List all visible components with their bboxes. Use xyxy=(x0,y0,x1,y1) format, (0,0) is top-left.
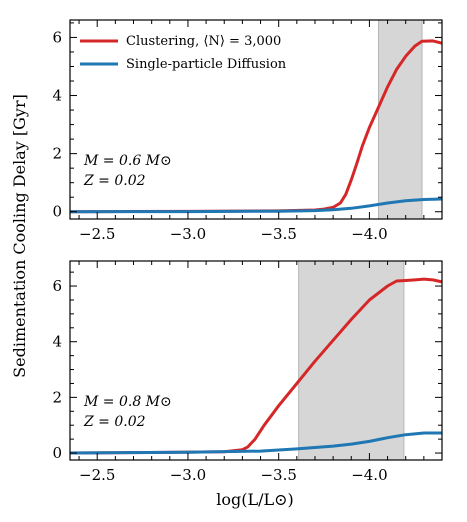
y-tick-label: 0 xyxy=(52,444,62,462)
diffusion-series-line xyxy=(70,197,442,214)
x-tick-label: −2.5 xyxy=(79,225,115,243)
y-tick-label: 4 xyxy=(52,333,62,351)
bottom-panel: −2.5 −3.0 −3.5 −4.0 0 2 4 6 M = 0.8 M⊙ Z = 0.02 xyxy=(52,260,443,484)
plot-frame xyxy=(69,260,443,461)
shaded-region xyxy=(377,19,423,220)
mass-metallicity-annotation: M = 0.6 M⊙ xyxy=(83,153,172,169)
top-panel: −2.5 −3.0 −3.5 −4.0 0 2 4 6 M = 0.6 M⊙ Z = 0.02 Cl… xyxy=(52,19,443,243)
legend-entry: Single-particle Diffusion xyxy=(126,57,287,72)
clustering-series-line xyxy=(70,277,442,455)
x-tick-label: −3.0 xyxy=(170,225,206,243)
y-axis-label: Sedimentation Cooling Delay [Gyr] xyxy=(10,94,29,378)
mass-metallicity-annotation: M = 0.8 M⊙ xyxy=(83,394,172,410)
plot-frame xyxy=(69,19,443,220)
x-axis-label: log(L/L⊙) xyxy=(216,490,294,509)
x-tick-label: −3.0 xyxy=(170,466,206,484)
x-tick-label: −3.5 xyxy=(260,225,296,243)
y-tick-label: 6 xyxy=(52,28,62,46)
legend-entry: Clustering, ⟨N⟩ = 3,000 xyxy=(126,34,281,49)
x-tick-label: −4.0 xyxy=(351,225,387,243)
y-tick-label: 0 xyxy=(52,203,62,221)
mass-metallicity-annotation: Z = 0.02 xyxy=(83,173,146,189)
y-tick-label: 2 xyxy=(52,388,62,406)
y-tick-label: 6 xyxy=(52,277,62,295)
y-tick-label: 4 xyxy=(52,87,62,105)
y-tick-label: 2 xyxy=(52,145,62,163)
x-tick-label: −3.5 xyxy=(260,466,296,484)
mass-metallicity-annotation: Z = 0.02 xyxy=(83,414,146,430)
diffusion-series-line xyxy=(70,431,442,455)
x-tick-label: −2.5 xyxy=(79,466,115,484)
x-tick-label: −4.0 xyxy=(351,466,387,484)
